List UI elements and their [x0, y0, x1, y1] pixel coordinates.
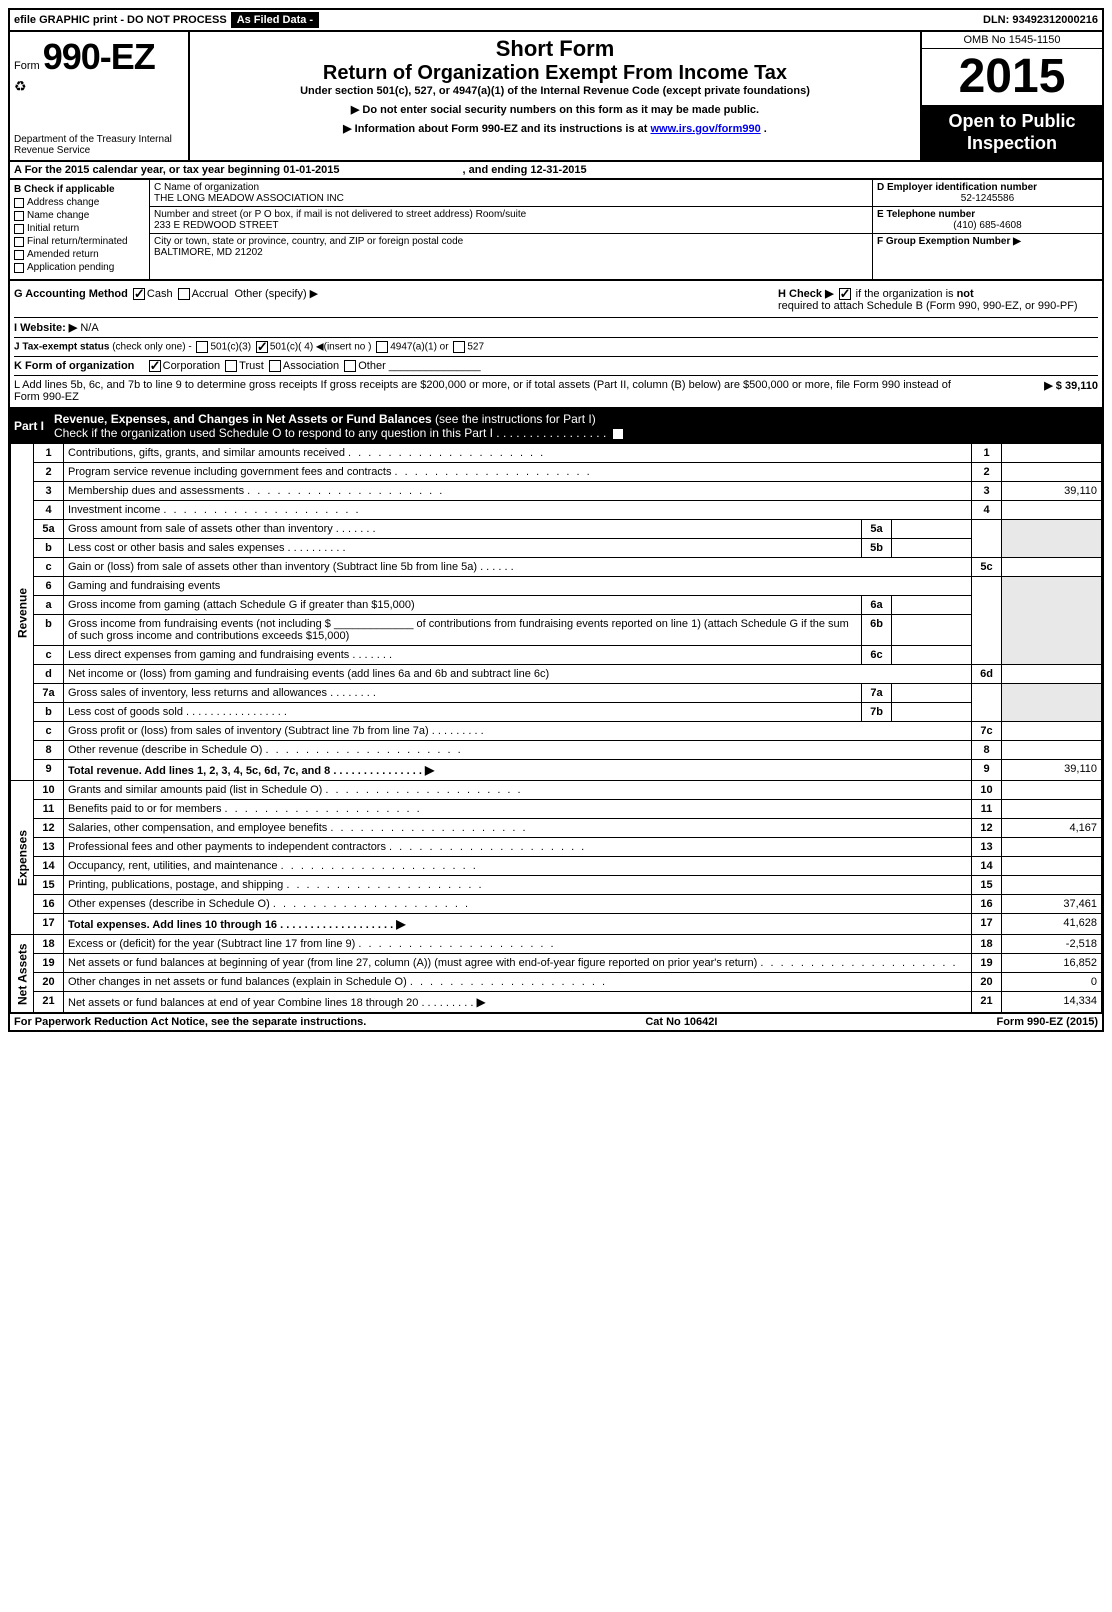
- org-street: 233 E REDWOOD STREET: [154, 220, 868, 231]
- revenue-side-label: Revenue: [11, 444, 34, 781]
- chk-accrual[interactable]: [178, 288, 190, 300]
- chk-amended-return[interactable]: Amended return: [14, 249, 145, 260]
- section-b: B Check if applicable Address change Nam…: [10, 180, 150, 279]
- chk-final-return[interactable]: Final return/terminated: [14, 236, 145, 247]
- return-title: Return of Organization Exempt From Incom…: [198, 62, 912, 85]
- section-c: C Name of organization THE LONG MEADOW A…: [150, 180, 872, 279]
- line-9-total-revenue: 39,110: [1002, 760, 1102, 781]
- line-19-value: 16,852: [1002, 954, 1102, 973]
- short-form-title: Short Form: [198, 36, 912, 62]
- section-g: G Accounting Method Cash Accrual Other (…: [14, 287, 318, 312]
- chk-schedule-o[interactable]: [612, 428, 624, 440]
- chk-4947[interactable]: [376, 341, 388, 353]
- chk-cash[interactable]: [133, 288, 145, 300]
- line-3-value: 39,110: [1002, 482, 1102, 501]
- open-public-badge: Open to Public Inspection: [922, 105, 1102, 160]
- line-21-value: 14,334: [1002, 992, 1102, 1013]
- part-1-body: Revenue 1 Contributions, gifts, grants, …: [8, 443, 1104, 1013]
- form-header: Form 990-EZ ♻ Department of the Treasury…: [8, 32, 1104, 162]
- section-j: J Tax-exempt status (check only one) - 5…: [14, 337, 1098, 353]
- chk-other[interactable]: [344, 360, 356, 372]
- footer-mid: Cat No 10642I: [645, 1016, 717, 1028]
- dln: DLN: 93492312000216: [983, 14, 1098, 26]
- sections-g-through-l: G Accounting Method Cash Accrual Other (…: [8, 281, 1104, 409]
- net-assets-side-label: Net Assets: [11, 935, 34, 1013]
- chk-initial-return[interactable]: Initial return: [14, 223, 145, 234]
- line-18-value: -2,518: [1002, 935, 1102, 954]
- recycle-icon: ♻: [14, 78, 184, 95]
- chk-schedule-b[interactable]: [839, 288, 851, 300]
- org-name: THE LONG MEADOW ASSOCIATION INC: [154, 193, 868, 204]
- chk-address-change[interactable]: Address change: [14, 197, 145, 208]
- org-city: BALTIMORE, MD 21202: [154, 247, 868, 258]
- section-h: H Check ▶ if the organization is not req…: [778, 287, 1098, 312]
- chk-name-change[interactable]: Name change: [14, 210, 145, 221]
- chk-501c3[interactable]: [196, 341, 208, 353]
- page-footer: For Paperwork Reduction Act Notice, see …: [8, 1013, 1104, 1032]
- lines-table: Revenue 1 Contributions, gifts, grants, …: [10, 443, 1102, 1013]
- chk-527[interactable]: [453, 341, 465, 353]
- irs-link[interactable]: www.irs.gov/form990: [650, 123, 760, 135]
- info-grid: B Check if applicable Address change Nam…: [8, 180, 1104, 281]
- group-exemption: F Group Exemption Number ▶: [877, 236, 1098, 247]
- form-label: Form: [14, 60, 40, 72]
- footer-left: For Paperwork Reduction Act Notice, see …: [14, 1016, 366, 1028]
- subtitle: Under section 501(c), 527, or 4947(a)(1)…: [198, 85, 912, 97]
- part-1-header: Part I Revenue, Expenses, and Changes in…: [8, 409, 1104, 443]
- chk-application-pending[interactable]: Application pending: [14, 262, 145, 273]
- ein: 52-1245586: [877, 193, 1098, 204]
- section-a: A For the 2015 calendar year, or tax yea…: [8, 162, 1104, 180]
- notice-2: ▶ Information about Form 990-EZ and its …: [198, 122, 912, 135]
- department-text: Department of the Treasury Internal Reve…: [14, 134, 184, 156]
- section-i: I Website: ▶ N/A: [14, 317, 1098, 334]
- efile-text: efile GRAPHIC print - DO NOT PROCESS: [14, 14, 227, 26]
- phone: (410) 685-4608: [877, 220, 1098, 231]
- notice-1: ▶ Do not enter social security numbers o…: [198, 103, 912, 116]
- form-number: 990-EZ: [43, 36, 155, 77]
- as-filed-pill: As Filed Data -: [231, 12, 319, 28]
- section-k: K Form of organization Corporation Trust…: [14, 356, 1098, 372]
- chk-corporation[interactable]: [149, 360, 161, 372]
- line-12-value: 4,167: [1002, 819, 1102, 838]
- omb-number: OMB No 1545-1150: [922, 32, 1102, 49]
- section-d-e-f: D Employer identification number 52-1245…: [872, 180, 1102, 279]
- line-17-total-expenses: 41,628: [1002, 914, 1102, 935]
- chk-501c4[interactable]: [256, 341, 268, 353]
- footer-right: Form 990-EZ (2015): [996, 1016, 1098, 1028]
- chk-trust[interactable]: [225, 360, 237, 372]
- line-16-value: 37,461: [1002, 895, 1102, 914]
- expenses-side-label: Expenses: [11, 781, 34, 935]
- line-20-value: 0: [1002, 973, 1102, 992]
- section-l: L Add lines 5b, 6c, and 7b to line 9 to …: [14, 375, 1098, 403]
- top-bar: efile GRAPHIC print - DO NOT PROCESS As …: [8, 8, 1104, 32]
- tax-year: 2015: [922, 49, 1102, 105]
- chk-association[interactable]: [269, 360, 281, 372]
